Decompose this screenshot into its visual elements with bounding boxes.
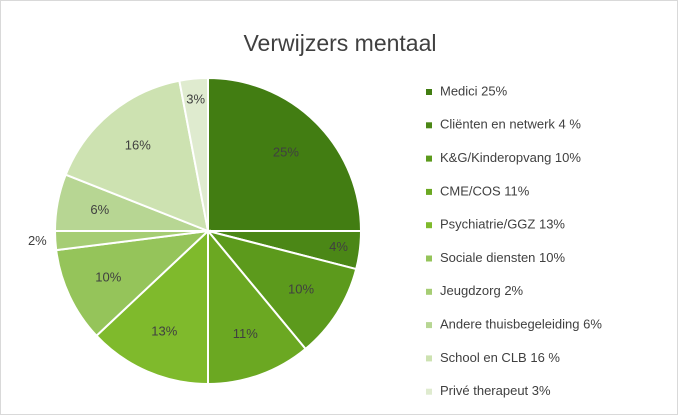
- pie-slice: [178, 76, 209, 232]
- data-label: 25%: [273, 145, 299, 160]
- data-label: 3%: [186, 91, 205, 106]
- pie-slice: [95, 228, 209, 386]
- legend-label: K&G/Kinderopvang 10%: [440, 150, 581, 165]
- data-label: 13%: [151, 324, 177, 339]
- legend-marker: [426, 355, 432, 362]
- legend-label: CME/COS 11%: [440, 183, 530, 198]
- data-label: 6%: [90, 202, 109, 217]
- legend-label: Cliënten en netwerk 4 %: [440, 117, 581, 132]
- legend-label: School en CLB 16 %: [440, 350, 560, 365]
- chart-title: Verwijzers mentaal: [243, 30, 436, 56]
- pie-slice: [207, 76, 363, 232]
- pie-slice: [64, 79, 210, 233]
- data-label: 11%: [233, 326, 258, 341]
- pie-slice: [55, 229, 211, 338]
- legend-label: Andere thuisbegeleiding 6%: [440, 317, 602, 332]
- pie-slice: [207, 228, 307, 386]
- legend-marker: [426, 222, 432, 229]
- data-label: 10%: [288, 281, 314, 296]
- data-label: 16%: [125, 138, 151, 153]
- data-label: 4%: [329, 239, 348, 254]
- legend-marker: [426, 322, 432, 329]
- legend-label: Jeugdzorg 2%: [440, 283, 524, 298]
- pie-slice: [205, 229, 358, 351]
- legend-label: Medici 25%: [440, 83, 508, 98]
- legend-marker: [426, 122, 432, 129]
- legend-label: Psychiatrie/GGZ 13%: [440, 217, 565, 232]
- legend-marker: [426, 188, 432, 195]
- legend-marker: [426, 89, 432, 95]
- data-label: 10%: [95, 269, 121, 284]
- legend-marker: [426, 288, 432, 295]
- legend-marker: [426, 255, 432, 262]
- legend-label: Sociale diensten 10%: [440, 250, 565, 265]
- legend-label: Privé therapeut 3%: [440, 383, 551, 398]
- legend-marker: [426, 388, 432, 395]
- data-label: 2%: [28, 233, 47, 248]
- legend-marker: [426, 155, 432, 162]
